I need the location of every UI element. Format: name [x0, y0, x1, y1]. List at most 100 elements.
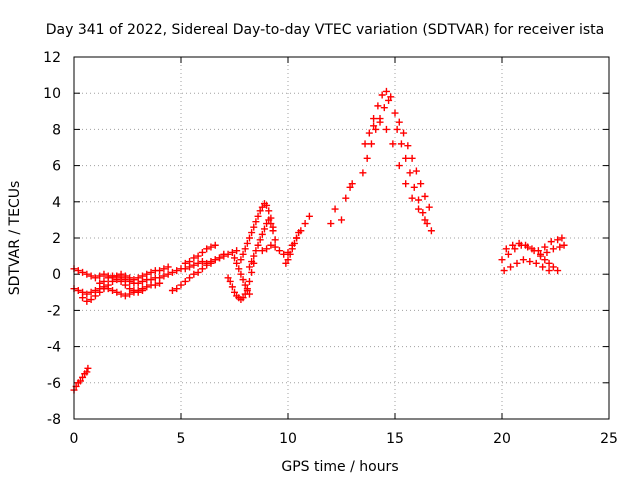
data-point: [168, 286, 176, 294]
data-point: [387, 93, 395, 101]
grid-lines: [74, 57, 609, 419]
data-point: [498, 256, 506, 264]
series-s24: [537, 252, 562, 275]
data-point: [408, 194, 416, 202]
data-point: [186, 258, 194, 266]
data-point: [293, 234, 301, 242]
data-point: [258, 230, 266, 238]
data-point: [198, 248, 206, 256]
data-point: [558, 234, 566, 242]
data-point: [190, 261, 198, 269]
data-point: [370, 115, 378, 123]
data-point: [511, 245, 519, 253]
data-point: [156, 274, 164, 282]
data-point: [160, 265, 168, 273]
data-point: [254, 241, 262, 249]
data-point: [415, 196, 423, 204]
x-tick-label: 15: [386, 431, 404, 447]
data-point: [248, 268, 256, 276]
data-point: [252, 218, 260, 226]
data-point: [233, 259, 241, 267]
data-point: [554, 267, 562, 275]
data-point: [395, 162, 403, 170]
data-point: [224, 274, 232, 282]
data-point: [190, 254, 198, 262]
data-point: [87, 288, 95, 296]
data-point: [400, 129, 408, 137]
y-tick-label: -4: [47, 340, 61, 356]
data-point: [425, 203, 433, 211]
x-tick-label: 0: [70, 431, 79, 447]
data-point: [87, 272, 95, 280]
data-point: [245, 234, 253, 242]
data-point: [91, 292, 99, 300]
data-point: [271, 236, 279, 244]
data-point: [181, 277, 189, 285]
data-point: [109, 286, 117, 294]
data-point: [79, 268, 87, 276]
data-point: [556, 243, 564, 251]
data-point: [156, 267, 164, 275]
data-point: [96, 272, 104, 280]
data-point: [130, 286, 138, 294]
data-point: [267, 241, 275, 249]
data-point: [532, 259, 540, 267]
data-point: [237, 256, 245, 264]
data-point: [560, 241, 568, 249]
data-point: [408, 154, 416, 162]
data-point: [412, 167, 420, 175]
data-point: [545, 259, 553, 267]
data-point: [267, 220, 275, 228]
data-point: [389, 140, 397, 148]
data-point: [271, 243, 279, 251]
data-point: [258, 247, 266, 255]
x-tick-label: 20: [493, 431, 511, 447]
data-point: [250, 223, 258, 231]
data-point: [239, 294, 247, 302]
data-point: [250, 252, 258, 260]
data-point: [410, 183, 418, 191]
data-point: [263, 245, 271, 253]
data-point: [256, 236, 264, 244]
data-point: [423, 220, 431, 228]
data-point: [198, 258, 206, 266]
data-point: [207, 243, 215, 251]
series-s19: [391, 109, 433, 211]
data-point: [79, 373, 87, 381]
data-point: [331, 205, 339, 213]
data-point: [239, 250, 247, 258]
y-tick-label: -6: [47, 376, 61, 392]
data-point: [372, 125, 380, 133]
data-point: [327, 220, 335, 228]
data-point: [207, 259, 215, 267]
series-s23: [502, 234, 566, 255]
data-point: [395, 118, 403, 126]
x-axis-label: GPS time / hours: [281, 459, 398, 475]
data-point: [100, 285, 108, 293]
data-point: [203, 245, 211, 253]
data-point: [263, 201, 271, 209]
data-point: [138, 277, 146, 285]
data-point: [543, 248, 551, 256]
data-point: [100, 270, 108, 278]
data-point: [406, 169, 414, 177]
series-s16: [361, 87, 395, 148]
data-point: [515, 239, 523, 247]
data-point: [526, 258, 534, 266]
data-point: [397, 140, 405, 148]
data-point: [301, 220, 309, 228]
data-point: [143, 283, 151, 291]
data-point: [252, 247, 260, 255]
data-point: [245, 277, 253, 285]
data-point: [421, 192, 429, 200]
data-point: [549, 263, 557, 271]
data-point: [248, 258, 256, 266]
data-point: [419, 209, 427, 217]
series-s9: [224, 259, 258, 304]
data-point: [160, 272, 168, 280]
plot-frame: [73, 56, 610, 420]
data-point: [104, 274, 112, 282]
series-s22: [500, 256, 553, 275]
